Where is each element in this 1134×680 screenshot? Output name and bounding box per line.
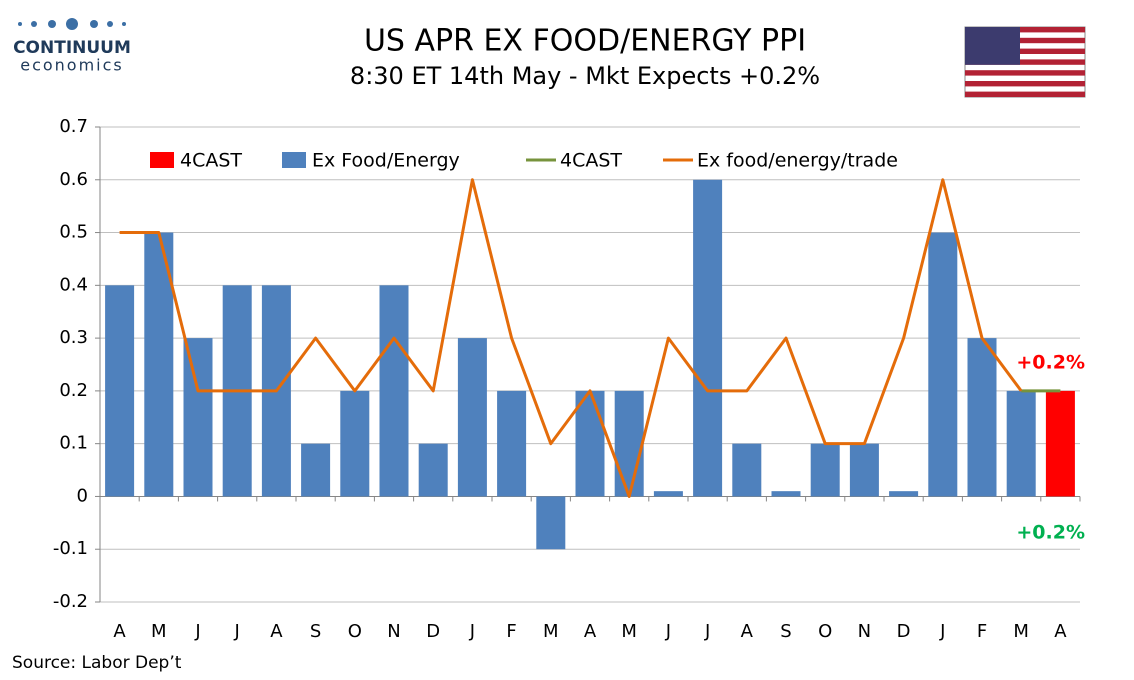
bar	[536, 496, 566, 550]
x-tick-label: A	[270, 621, 283, 642]
chart-title: US APR EX FOOD/ENERGY PPI	[364, 24, 806, 59]
x-tick-label: A	[1054, 621, 1067, 642]
y-tick-label: 0	[77, 485, 88, 506]
bar	[732, 443, 762, 497]
bar	[457, 338, 487, 497]
bar	[1045, 390, 1075, 497]
bar	[928, 232, 958, 497]
bar	[340, 390, 370, 497]
chart-subtitle: 8:30 ET 14th May - Mkt Expects +0.2%	[350, 62, 820, 90]
x-tick-label: S	[780, 621, 791, 642]
y-tick-label: -0.1	[53, 538, 88, 559]
bar	[418, 443, 448, 497]
bar	[849, 443, 879, 497]
bar	[575, 390, 605, 497]
x-tick-label: A	[113, 621, 126, 642]
bar	[105, 285, 135, 497]
y-tick-label: -0.2	[53, 591, 88, 612]
y-tick-label: 0.1	[59, 433, 88, 454]
x-tick-label: M	[543, 621, 559, 642]
x-tick-label: A	[741, 621, 754, 642]
bar	[497, 390, 527, 497]
bar	[301, 443, 331, 497]
x-tick-label: J	[665, 621, 671, 642]
legend-label: 4CAST	[180, 150, 242, 172]
y-tick-label: 0.7	[59, 116, 88, 137]
legend-swatch	[282, 152, 306, 168]
bar	[889, 491, 919, 497]
x-tick-label: M	[621, 621, 637, 642]
x-tick-label: D	[897, 621, 911, 642]
y-tick-label: 0.4	[59, 274, 88, 295]
x-tick-label: N	[387, 621, 400, 642]
source-note: Source: Labor Dep’t	[12, 653, 182, 673]
x-tick-label: A	[584, 621, 597, 642]
legend-swatch	[150, 152, 174, 168]
x-tick-label: D	[426, 621, 440, 642]
bar	[653, 491, 683, 497]
bar	[1006, 390, 1036, 497]
flag	[964, 26, 1086, 98]
bar	[183, 338, 213, 497]
y-tick-label: 0.2	[59, 380, 88, 401]
x-tick-label: O	[818, 621, 832, 642]
x-tick-label: F	[977, 621, 987, 642]
y-tick-label: 0.3	[59, 327, 88, 348]
y-tick-label: 0.5	[59, 222, 88, 243]
bar	[614, 390, 644, 497]
bar	[967, 338, 997, 497]
x-tick-label: J	[234, 621, 240, 642]
x-tick-label: O	[348, 621, 362, 642]
x-tick-label: J	[469, 621, 475, 642]
logo-tagline: economics	[20, 56, 124, 75]
x-tick-label: M	[151, 621, 167, 642]
x-tick-label: N	[858, 621, 871, 642]
legend-label: 4CAST	[560, 150, 622, 172]
annotation: +0.2%	[1016, 522, 1085, 544]
y-tick-label: 0.6	[59, 169, 88, 190]
x-tick-label: J	[194, 621, 200, 642]
x-tick-label: J	[704, 621, 710, 642]
bar	[771, 491, 801, 497]
x-tick-label: F	[506, 621, 516, 642]
bar	[693, 179, 723, 497]
legend-label: Ex food/energy/trade	[697, 150, 898, 172]
annotation: +0.2%	[1016, 351, 1085, 373]
line	[119, 178, 1023, 498]
x-tick-label: S	[310, 621, 321, 642]
x-tick-label: M	[1013, 621, 1029, 642]
logo-dots	[18, 18, 126, 30]
x-tick-label: J	[939, 621, 945, 642]
bar	[810, 443, 840, 497]
logo-name: CONTINUUM	[13, 38, 131, 58]
legend-label: Ex Food/Energy	[312, 150, 460, 172]
bar	[379, 285, 409, 497]
